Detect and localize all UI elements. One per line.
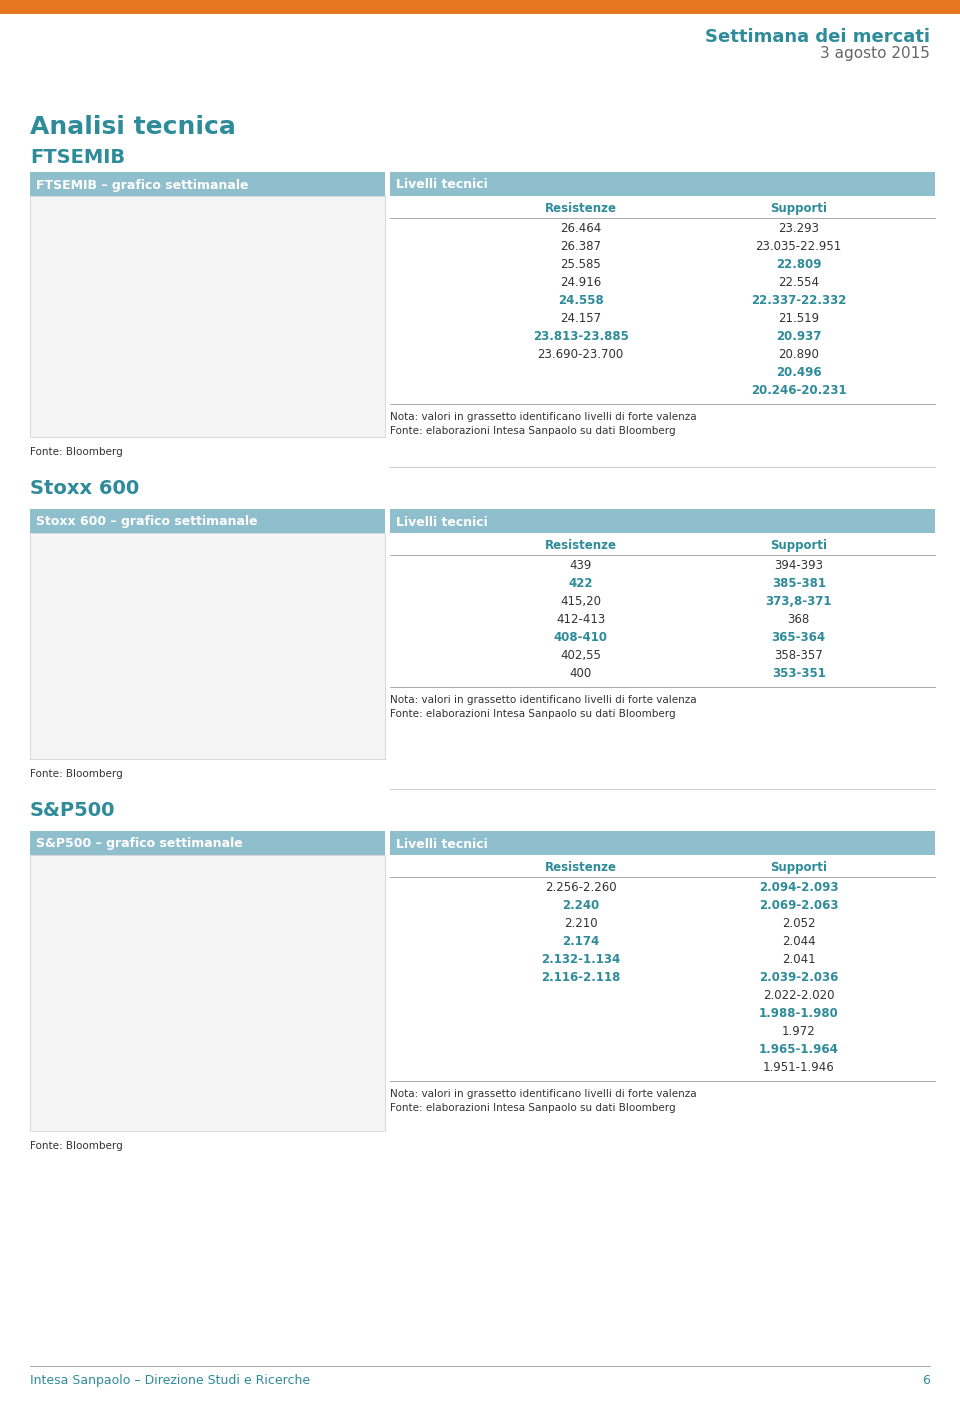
Text: FTSEMIB – grafico settimanale: FTSEMIB – grafico settimanale [36, 179, 249, 192]
Text: 422: 422 [568, 577, 593, 590]
Text: Supporti: Supporti [770, 861, 828, 874]
Text: Nota: valori in grassetto identificano livelli di forte valenza: Nota: valori in grassetto identificano l… [390, 1088, 697, 1098]
Text: 25.585: 25.585 [561, 259, 601, 271]
Text: 22.337-22.332: 22.337-22.332 [751, 294, 847, 307]
Bar [30, 831, 385, 855]
Text: Resistenze: Resistenze [544, 539, 616, 551]
Bar [30, 855, 385, 1131]
Text: 415,20: 415,20 [561, 595, 601, 608]
Text: 24.157: 24.157 [561, 313, 601, 325]
Text: 439: 439 [569, 558, 592, 573]
Text: 2.210: 2.210 [564, 917, 597, 929]
Text: 2.132-1.134: 2.132-1.134 [541, 953, 620, 966]
Text: 358-357: 358-357 [775, 649, 823, 662]
Text: 394-393: 394-393 [775, 558, 824, 573]
Text: FTSEMIB: FTSEMIB [30, 148, 125, 168]
Text: 22.809: 22.809 [776, 259, 822, 271]
Text: 1.965-1.964: 1.965-1.964 [758, 1043, 839, 1056]
Text: 2.116-2.118: 2.116-2.118 [541, 971, 620, 983]
Bar [390, 509, 935, 533]
Text: Supporti: Supporti [770, 539, 828, 551]
Text: 2.240: 2.240 [563, 899, 599, 912]
Text: 385-381: 385-381 [772, 577, 826, 590]
Text: 20.890: 20.890 [779, 348, 819, 361]
Bar [0, 0, 960, 14]
Text: 23.293: 23.293 [779, 222, 819, 234]
Text: 402,55: 402,55 [561, 649, 601, 662]
Bar [30, 509, 385, 533]
Text: 26.464: 26.464 [560, 222, 601, 234]
Text: 373,8-371: 373,8-371 [765, 595, 832, 608]
Text: Fonte: Bloomberg: Fonte: Bloomberg [30, 448, 123, 458]
Text: 2.256-2.260: 2.256-2.260 [545, 881, 616, 894]
Text: Fonte: elaborazioni Intesa Sanpaolo su dati Bloomberg: Fonte: elaborazioni Intesa Sanpaolo su d… [390, 426, 676, 436]
Text: 22.554: 22.554 [779, 276, 819, 288]
Text: 2.044: 2.044 [782, 935, 816, 948]
Text: 23.813-23.885: 23.813-23.885 [533, 330, 629, 342]
Text: 1.951-1.946: 1.951-1.946 [763, 1061, 834, 1074]
Text: Nota: valori in grassetto identificano livelli di forte valenza: Nota: valori in grassetto identificano l… [390, 412, 697, 422]
Bar [30, 172, 385, 196]
Text: 3 agosto 2015: 3 agosto 2015 [820, 45, 930, 61]
Text: 2.041: 2.041 [782, 953, 816, 966]
Text: S&P500 – grafico settimanale: S&P500 – grafico settimanale [36, 837, 243, 851]
Text: 2.022-2.020: 2.022-2.020 [763, 989, 834, 1002]
Text: 400: 400 [569, 666, 592, 681]
Text: Fonte: Bloomberg: Fonte: Bloomberg [30, 1141, 123, 1151]
Bar [30, 196, 385, 438]
Text: Supporti: Supporti [770, 202, 828, 215]
Text: 24.558: 24.558 [558, 294, 604, 307]
Text: 2.094-2.093: 2.094-2.093 [759, 881, 838, 894]
Text: Stoxx 600 – grafico settimanale: Stoxx 600 – grafico settimanale [36, 516, 257, 529]
Text: Fonte: Bloomberg: Fonte: Bloomberg [30, 769, 123, 779]
Text: 368: 368 [787, 612, 810, 627]
Text: 20.246-20.231: 20.246-20.231 [751, 384, 847, 396]
Text: 23.690-23.700: 23.690-23.700 [538, 348, 624, 361]
Text: 408-410: 408-410 [554, 631, 608, 644]
Text: 353-351: 353-351 [772, 666, 826, 681]
Text: 1.972: 1.972 [781, 1025, 816, 1037]
Text: Stoxx 600: Stoxx 600 [30, 479, 139, 497]
Text: Nota: valori in grassetto identificano livelli di forte valenza: Nota: valori in grassetto identificano l… [390, 695, 697, 705]
Text: 23.035-22.951: 23.035-22.951 [756, 240, 842, 253]
Text: Fonte: elaborazioni Intesa Sanpaolo su dati Bloomberg: Fonte: elaborazioni Intesa Sanpaolo su d… [390, 709, 676, 719]
Text: 26.387: 26.387 [561, 240, 601, 253]
Text: 24.916: 24.916 [560, 276, 601, 288]
Text: 1.988-1.980: 1.988-1.980 [758, 1007, 839, 1020]
Text: 2.052: 2.052 [782, 917, 815, 929]
Text: 6: 6 [923, 1374, 930, 1387]
Text: Livelli tecnici: Livelli tecnici [396, 516, 488, 529]
Text: Intesa Sanpaolo – Direzione Studi e Ricerche: Intesa Sanpaolo – Direzione Studi e Rice… [30, 1374, 310, 1387]
Text: Resistenze: Resistenze [544, 861, 616, 874]
Text: 2.174: 2.174 [563, 935, 599, 948]
Text: 2.039-2.036: 2.039-2.036 [759, 971, 838, 983]
Bar [390, 831, 935, 855]
Text: Fonte: elaborazioni Intesa Sanpaolo su dati Bloomberg: Fonte: elaborazioni Intesa Sanpaolo su d… [390, 1103, 676, 1113]
Bar [390, 172, 935, 196]
Text: 20.937: 20.937 [776, 330, 822, 342]
Bar [30, 533, 385, 759]
Text: Livelli tecnici: Livelli tecnici [396, 837, 488, 851]
Text: S&P500: S&P500 [30, 801, 115, 820]
Text: 412-413: 412-413 [556, 612, 606, 627]
Text: 365-364: 365-364 [772, 631, 826, 644]
Text: Analisi tecnica: Analisi tecnica [30, 115, 236, 139]
Text: 2.069-2.063: 2.069-2.063 [759, 899, 838, 912]
Text: Livelli tecnici: Livelli tecnici [396, 179, 488, 192]
Text: 21.519: 21.519 [779, 313, 819, 325]
Text: Resistenze: Resistenze [544, 202, 616, 215]
Text: 20.496: 20.496 [776, 367, 822, 379]
Text: Settimana dei mercati: Settimana dei mercati [705, 28, 930, 45]
